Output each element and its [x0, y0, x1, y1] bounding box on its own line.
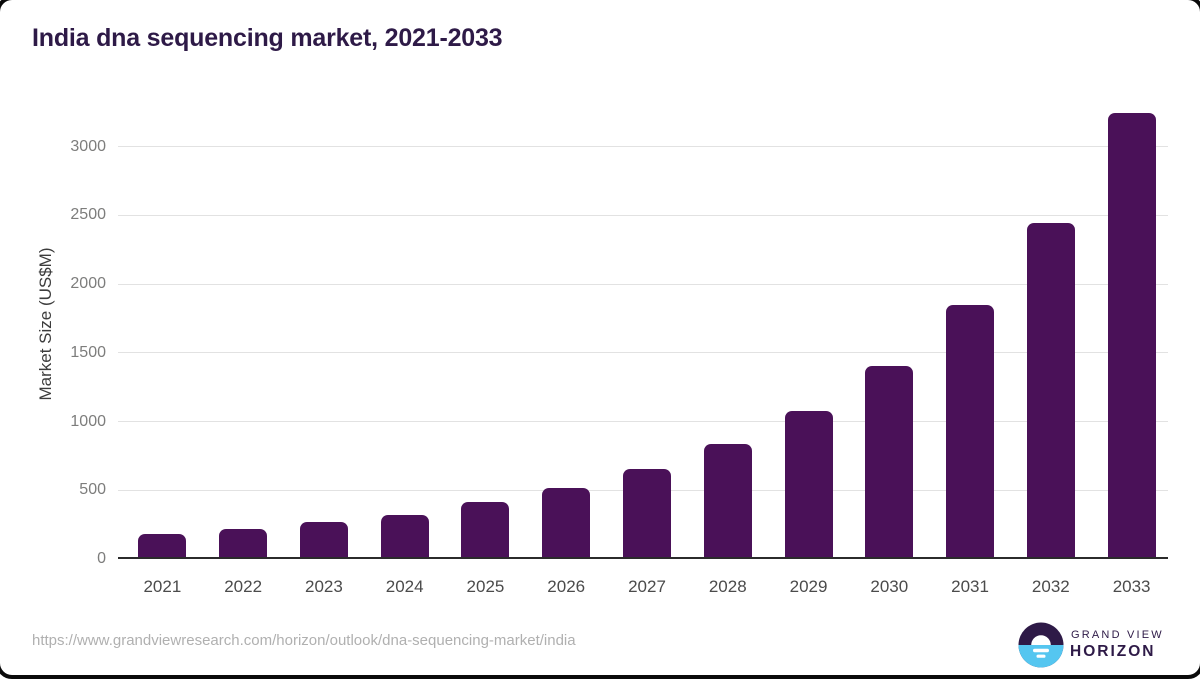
logo-horizon-label: HORIZON — [1070, 643, 1156, 660]
x-axis-label-2030: 2030 — [870, 577, 909, 596]
y-tick-label-3000: 3000 — [70, 137, 106, 155]
x-axis-label-2022: 2022 — [224, 577, 263, 596]
bar-2025[interactable] — [461, 502, 510, 559]
bar-2030[interactable] — [865, 365, 914, 559]
x-axis-label-2028: 2028 — [708, 577, 747, 596]
y-tick-label-1000: 1000 — [70, 412, 106, 430]
brand-logo-text: GRAND VIEW HORIZON — [1070, 629, 1164, 661]
x-axis-label-2021: 2021 — [143, 577, 182, 596]
x-axis-label-2025: 2025 — [466, 577, 505, 596]
bar-2033[interactable] — [1107, 112, 1156, 559]
y-tick-label-2500: 2500 — [70, 206, 106, 224]
bar-2023[interactable] — [299, 522, 348, 559]
x-axis-label-2029: 2029 — [789, 577, 828, 596]
x-axis-label-2033: 2033 — [1112, 577, 1151, 596]
source-url: https://www.grandviewresearch.com/horizo… — [32, 632, 576, 649]
brand-logo: GRAND VIEW HORIZON — [1018, 622, 1164, 668]
x-axis-line — [118, 557, 1168, 559]
bar-2024[interactable] — [380, 514, 429, 559]
x-axis-label-2032: 2032 — [1031, 577, 1070, 596]
logo-grand-view-label: GRAND VIEW — [1071, 629, 1164, 641]
x-axis-label-2031: 2031 — [951, 577, 989, 596]
bar-2021[interactable] — [138, 534, 187, 559]
bar-2029[interactable] — [784, 410, 833, 559]
gridline-1500 — [118, 352, 1168, 354]
y-tick-label-2000: 2000 — [70, 275, 106, 292]
bar-2027[interactable] — [623, 469, 671, 559]
gridline-2000 — [118, 283, 1168, 285]
bar-2022[interactable] — [219, 528, 268, 559]
x-axis-label-2023: 2023 — [305, 577, 343, 596]
y-tick-label-500: 500 — [79, 481, 106, 499]
page-title: India dna sequencing market, 2021-2033 — [32, 24, 503, 52]
bar-2026[interactable] — [542, 488, 591, 559]
y-tick-label-1500: 1500 — [70, 343, 106, 361]
bar-2028[interactable] — [703, 444, 752, 559]
gridline-2500 — [118, 214, 1168, 216]
x-axis-label-2027: 2027 — [628, 577, 666, 596]
x-axis-label-2026: 2026 — [547, 577, 586, 596]
gridline-1000 — [118, 421, 1168, 422]
gridline-3000 — [118, 146, 1168, 147]
bar-2031[interactable] — [946, 304, 995, 559]
y-tick-label-0: 0 — [97, 550, 106, 567]
bar-2032[interactable] — [1026, 223, 1075, 559]
x-axis-label-2024: 2024 — [385, 577, 424, 596]
horizon-sun-circle-icon — [1018, 622, 1064, 668]
